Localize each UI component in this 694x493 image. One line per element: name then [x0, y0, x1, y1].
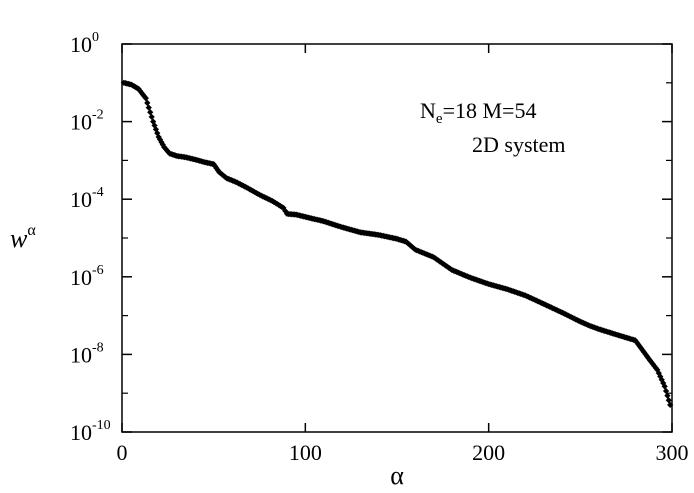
- y-axis-ticks: 100 10-2 10-4 10-6 10-8 10-10: [70, 30, 672, 445]
- y-tick-label: 10-10: [70, 418, 111, 445]
- y-tick-label: 10-6: [70, 263, 104, 290]
- annotation-line-1: Ne=18 M=54: [420, 98, 536, 127]
- data-point: [148, 113, 155, 121]
- x-tick-label: 300: [656, 440, 689, 465]
- y-tick-label: 10-2: [70, 108, 104, 135]
- x-tick-label: 100: [289, 440, 322, 465]
- data-point: [662, 387, 670, 395]
- annotation-n: N: [420, 98, 436, 123]
- y-tick-label: 100: [70, 30, 99, 57]
- data-point: [142, 95, 149, 102]
- y-tick-label: 10-4: [70, 185, 104, 212]
- data-point: [144, 99, 151, 107]
- data-points: [120, 79, 674, 408]
- y-axis-label-sup: α: [27, 222, 36, 239]
- annotation-n-sub: e: [436, 111, 443, 127]
- data-point: [145, 104, 152, 111]
- annotation-line-2: 2D system: [472, 132, 566, 157]
- annotation-params: =18 M=54: [443, 98, 537, 123]
- y-axis-label: wα: [10, 222, 36, 253]
- data-point: [665, 397, 672, 404]
- x-tick-label: 200: [472, 440, 505, 465]
- x-axis-label: α: [390, 461, 404, 490]
- y-axis-label-base: w: [10, 224, 28, 253]
- data-point: [147, 109, 154, 116]
- data-point: [661, 383, 668, 390]
- y-tick-label: 10-8: [70, 340, 104, 367]
- x-axis-ticks: 0 100 200 300: [117, 44, 689, 465]
- x-tick-label: 0: [117, 440, 128, 465]
